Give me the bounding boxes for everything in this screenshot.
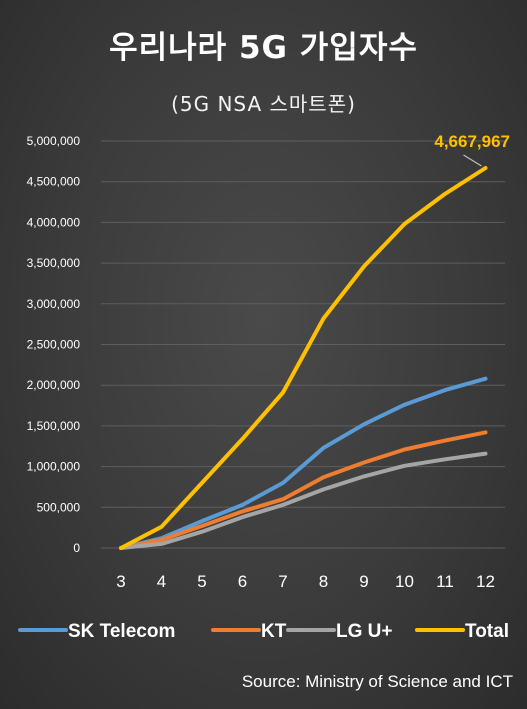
legend-label: KT: [261, 621, 287, 642]
legend-label: Total: [465, 621, 509, 642]
y-tick-label: 5,000,000: [27, 134, 81, 148]
chart-title: 우리나라 5G 가입자수: [109, 30, 418, 66]
source-note: Source: Ministry of Science and ICT: [241, 672, 513, 691]
legend: SK Telecom KT LG U+ Total: [18, 621, 509, 642]
annotation-label: 4,667,967: [434, 132, 510, 151]
y-tick-label: 4,500,000: [27, 175, 81, 189]
x-tick-label: 10: [395, 572, 414, 591]
annotation-leader-line: [463, 154, 482, 167]
legend-label: SK Telecom: [68, 621, 175, 642]
x-tick-label: 9: [359, 572, 368, 591]
y-tick-label: 3,500,000: [27, 256, 81, 270]
x-tick-label: 4: [157, 572, 166, 591]
chart-subtitle: (5G NSA 스마트폰): [171, 92, 356, 116]
y-tick-label: 0: [73, 541, 80, 555]
x-tick-label: 6: [238, 572, 247, 591]
series-lines: [119, 166, 488, 550]
y-tick-label: 2,000,000: [27, 378, 81, 392]
series-line-total: [119, 166, 488, 550]
y-tick-label: 3,000,000: [27, 297, 81, 311]
y-tick-label: 1,500,000: [27, 419, 81, 433]
x-axis-ticks: 3 4 5 6 7 8 9 10 11 12: [116, 572, 495, 591]
series-line-lg-u-: [119, 451, 488, 550]
x-tick-label: 8: [319, 572, 328, 591]
annotation-group: 4,667,967: [434, 132, 510, 167]
x-tick-label: 3: [116, 572, 125, 591]
x-tick-label: 5: [197, 572, 206, 591]
y-axis-ticks: 0 500,000 1,000,000 1,500,000 2,000,000 2,500…: [27, 134, 81, 555]
x-tick-label: 11: [436, 572, 454, 591]
series-line-sk-telecom: [119, 376, 488, 550]
grid-lines: [101, 140, 505, 549]
x-tick-label: 12: [476, 572, 495, 591]
y-tick-label: 2,500,000: [27, 338, 81, 352]
y-tick-label: 500,000: [37, 500, 81, 514]
y-tick-label: 4,000,000: [27, 215, 81, 229]
y-tick-label: 1,000,000: [27, 460, 81, 474]
series-line-kt: [119, 430, 488, 550]
x-tick-label: 7: [278, 572, 287, 591]
legend-label: LG U+: [336, 621, 392, 642]
